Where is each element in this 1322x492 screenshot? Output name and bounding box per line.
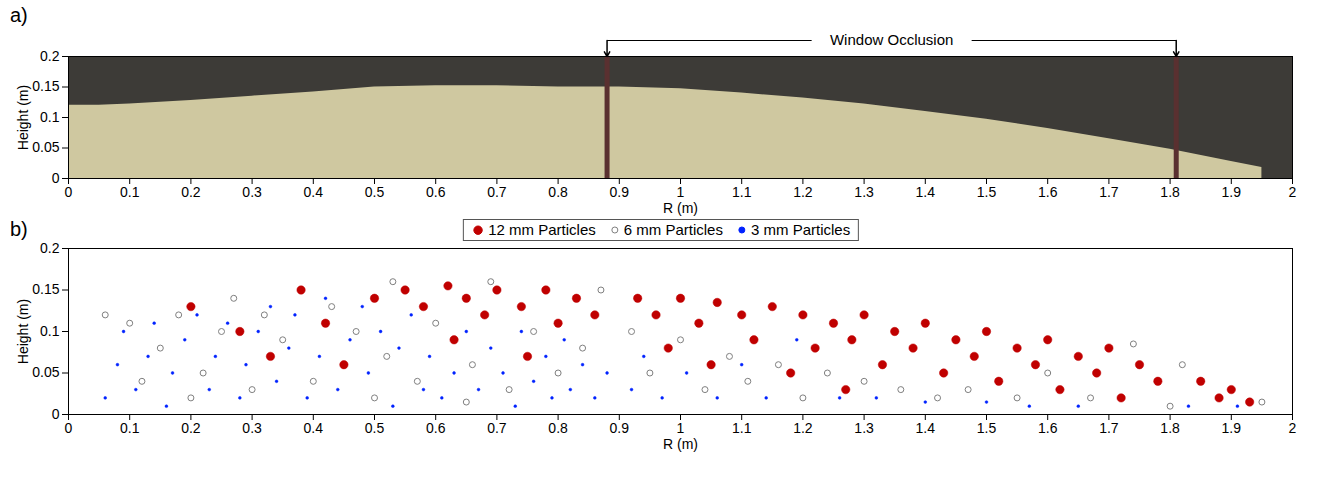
svg-text:0.6: 0.6 — [426, 184, 446, 200]
svg-text:0.8: 0.8 — [548, 184, 568, 200]
svg-text:0.6: 0.6 — [426, 420, 446, 436]
svg-text:0.1: 0.1 — [120, 420, 140, 436]
svg-text:0.2: 0.2 — [181, 420, 201, 436]
html-text:b): b) — [10, 218, 28, 240]
svg-text:1.7: 1.7 — [1099, 420, 1119, 436]
svg-text:0.3: 0.3 — [242, 184, 262, 200]
svg-text:0.9: 0.9 — [610, 184, 630, 200]
svg-text:1.3: 1.3 — [854, 184, 874, 200]
svg-text:0.15: 0.15 — [32, 281, 59, 297]
svg-text:0.1: 0.1 — [40, 109, 60, 125]
svg-text:1.5: 1.5 — [977, 184, 997, 200]
svg-text:1.8: 1.8 — [1160, 420, 1180, 436]
svg-text:1.6: 1.6 — [1038, 184, 1058, 200]
html-text:3 mm Particles: 3 mm Particles — [751, 221, 851, 238]
svg-text:0.2: 0.2 — [40, 240, 60, 256]
svg-text:Height (m): Height (m) — [15, 299, 31, 364]
svg-text:1: 1 — [677, 420, 685, 436]
svg-text:1.1: 1.1 — [732, 420, 752, 436]
svg-text:R (m): R (m) — [663, 200, 698, 216]
svg-text:0: 0 — [65, 420, 73, 436]
svg-text:0: 0 — [52, 406, 60, 422]
svg-text:1.4: 1.4 — [916, 420, 936, 436]
svg-text:0.2: 0.2 — [40, 48, 60, 64]
svg-text:0.3: 0.3 — [242, 420, 262, 436]
svg-text:0.9: 0.9 — [610, 420, 630, 436]
svg-text:0.15: 0.15 — [32, 78, 59, 94]
svg-text:0.4: 0.4 — [304, 420, 324, 436]
svg-text:2: 2 — [1289, 184, 1297, 200]
svg-text:1.5: 1.5 — [977, 420, 997, 436]
svg-text:1.3: 1.3 — [854, 420, 874, 436]
svg-text:Height (m): Height (m) — [15, 85, 31, 150]
svg-text:0.05: 0.05 — [32, 364, 59, 380]
html-text:12 mm Particles: 12 mm Particles — [488, 221, 596, 238]
svg-text:0.1: 0.1 — [40, 323, 60, 339]
svg-text:0.1: 0.1 — [120, 184, 140, 200]
svg-text:1.6: 1.6 — [1038, 420, 1058, 436]
svg-text:0: 0 — [65, 184, 73, 200]
html-text:a): a) — [10, 4, 28, 26]
svg-text:1.2: 1.2 — [793, 420, 813, 436]
svg-text:0.8: 0.8 — [548, 420, 568, 436]
svg-text:1.4: 1.4 — [916, 184, 936, 200]
svg-text:1.8: 1.8 — [1160, 184, 1180, 200]
svg-text:0.4: 0.4 — [304, 184, 324, 200]
svg-text:1: 1 — [677, 184, 685, 200]
svg-text:1.9: 1.9 — [1222, 420, 1242, 436]
svg-text:0.5: 0.5 — [365, 184, 385, 200]
svg-text:1.7: 1.7 — [1099, 184, 1119, 200]
html-text:6 mm Particles: 6 mm Particles — [623, 221, 723, 238]
svg-text:0.05: 0.05 — [32, 139, 59, 155]
svg-text:1.9: 1.9 — [1222, 184, 1242, 200]
svg-text:0.2: 0.2 — [181, 184, 201, 200]
svg-text:R (m): R (m) — [663, 436, 698, 452]
svg-text:0.7: 0.7 — [487, 184, 507, 200]
svg-text:1.1: 1.1 — [732, 184, 752, 200]
svg-text:1.2: 1.2 — [793, 184, 813, 200]
svg-text:0.5: 0.5 — [365, 420, 385, 436]
svg-text:0: 0 — [52, 170, 60, 186]
svg-text:Window Occlusion: Window Occlusion — [830, 31, 953, 48]
svg-text:2: 2 — [1289, 420, 1297, 436]
svg-text:0.7: 0.7 — [487, 420, 507, 436]
